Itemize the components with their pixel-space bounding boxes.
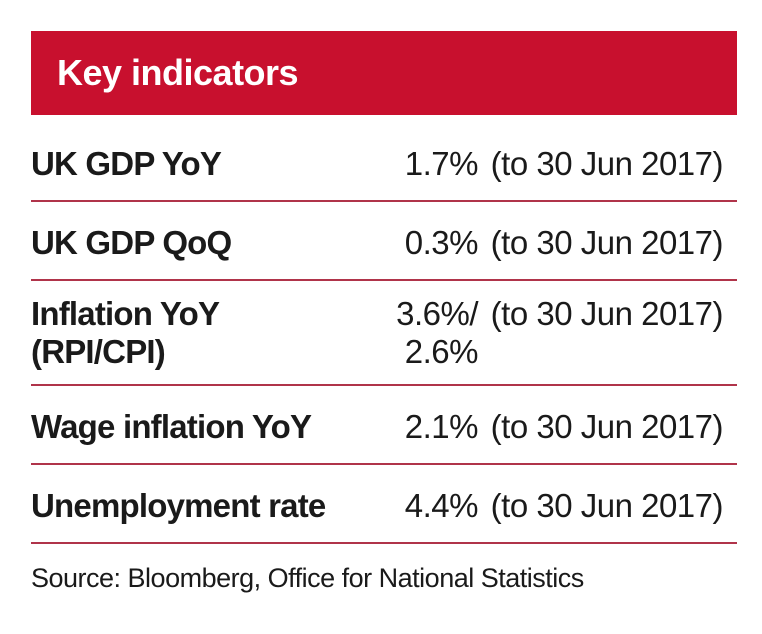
table-row-inflation-yoy: Inflation YoY (RPI/CPI) 3.6%/ 2.6% (to 3… (31, 281, 737, 386)
table-row-uk-gdp-qoq: UK GDP QoQ 0.3% (to 30 Jun 2017) (31, 202, 737, 281)
indicator-value: 4.4% (404, 487, 479, 524)
indicator-value: 1.7% (404, 145, 479, 182)
indicator-period: (to 30 Jun 2017) (490, 487, 724, 524)
indicator-label: UK GDP QoQ (31, 224, 232, 261)
indicator-label: Unemployment rate (31, 487, 326, 524)
indicator-period: (to 30 Jun 2017) (490, 295, 724, 332)
indicator-label: Inflation YoY (RPI/CPI) (31, 295, 220, 370)
indicator-value: 3.6%/ 2.6% (396, 295, 478, 370)
indicator-period: (to 30 Jun 2017) (490, 224, 724, 261)
indicator-label: Wage inflation YoY (31, 408, 312, 445)
panel-header: Key indicators (31, 31, 737, 115)
table-row-uk-gdp-yoy: UK GDP YoY 1.7% (to 30 Jun 2017) (31, 123, 737, 202)
source-note: Source: Bloomberg, Office for National S… (31, 563, 584, 593)
table-row-wage-inflation-yoy: Wage inflation YoY 2.1% (to 30 Jun 2017) (31, 386, 737, 465)
indicator-value: 0.3% (404, 224, 479, 261)
indicator-value: 2.1% (404, 408, 479, 445)
key-indicators-panel: Key indicators UK GDP YoY 1.7% (to 30 Ju… (31, 31, 737, 544)
panel-title: Key indicators (57, 52, 299, 93)
indicator-label: UK GDP YoY (31, 145, 222, 182)
table-row-unemployment-rate: Unemployment rate 4.4% (to 30 Jun 2017) (31, 465, 737, 544)
indicator-period: (to 30 Jun 2017) (490, 408, 724, 445)
indicator-table: UK GDP YoY 1.7% (to 30 Jun 2017) UK GDP … (31, 123, 737, 544)
indicator-period: (to 30 Jun 2017) (490, 145, 724, 182)
